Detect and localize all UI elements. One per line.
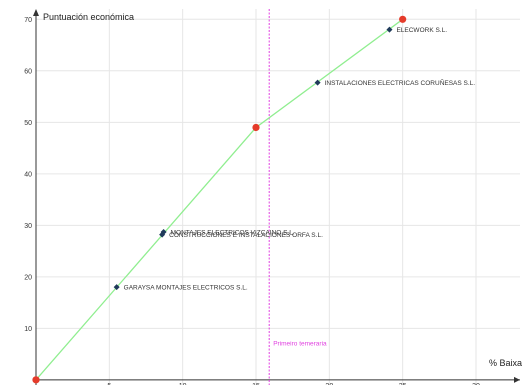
score-curve — [35, 18, 404, 381]
y-tick-label: 60 — [24, 68, 32, 75]
y-tick-label: 50 — [24, 120, 32, 127]
x-tick-label: 15 — [252, 383, 260, 385]
bid-point — [386, 26, 393, 33]
x-tick-label: 30 — [472, 383, 480, 385]
y-tick-label: 10 — [24, 326, 32, 333]
grid-lines — [36, 9, 520, 385]
x-axis-label: % Baixa — [489, 358, 522, 368]
y-tick-label: 30 — [24, 223, 32, 230]
key-point — [399, 15, 407, 23]
score-line — [35, 18, 404, 381]
bid-label: ELECWORK S.L. — [396, 27, 447, 34]
tick-labels: 10 20 30 40 50 60 70 5 10 15 20 25 30 — [24, 17, 480, 385]
axes — [33, 9, 520, 385]
x-tick-label: 5 — [107, 383, 111, 385]
y-tick-label: 20 — [24, 274, 32, 281]
x-tick-label: 10 — [179, 383, 187, 385]
bid-labels: ELECWORK S.L. INSTALACIONES ELECTRICAS CO… — [124, 27, 476, 292]
bid-label: CONSTRUCCIONES E INSTALACIONES ORFA S.L. — [169, 232, 323, 239]
y-axis-label: Puntuación económica — [43, 12, 134, 22]
bid-label: GARAYSA MONTAJES ELECTRICOS S.L. — [124, 284, 248, 291]
bid-label: MONTAJES ELECTRICOS VIZCAINO S.L. — [171, 229, 295, 236]
bid-points — [32, 15, 407, 384]
x-tick-label: 20 — [325, 383, 333, 385]
threshold-label: Primeiro temeraria — [273, 340, 327, 347]
bid-point — [113, 284, 120, 291]
y-axis-arrow — [33, 9, 39, 16]
y-tick-label: 40 — [24, 171, 32, 178]
y-tick-label: 70 — [24, 17, 32, 24]
x-axis-arrow — [514, 376, 520, 383]
bid-label: INSTALACIONES ELECTRICAS CORUÑESAS S.L. — [325, 78, 476, 87]
threshold-line-group: Primeiro temeraria — [268, 9, 327, 385]
key-point — [32, 376, 40, 384]
x-tick-label: 25 — [399, 383, 407, 385]
bid-point — [159, 231, 166, 238]
key-point — [252, 123, 260, 132]
bid-point — [314, 79, 321, 86]
